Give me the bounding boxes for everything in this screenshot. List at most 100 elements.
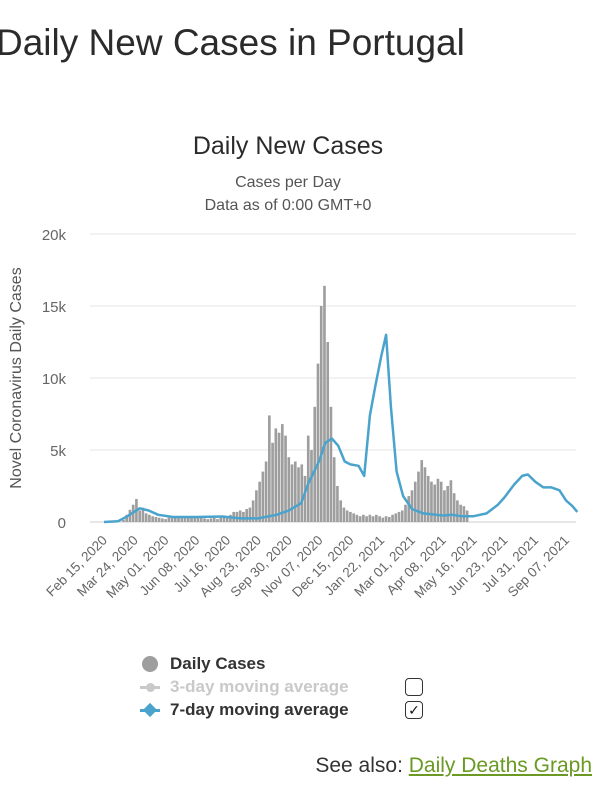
legend-item-3-day-average[interactable]: 3-day moving average [140, 675, 423, 698]
daily-cases-bar [459, 504, 462, 522]
daily-cases-bar [219, 517, 223, 522]
daily-cases-bar [144, 513, 148, 522]
daily-cases-bar [271, 442, 274, 522]
daily-cases-bar [310, 450, 313, 522]
y-tick-labels: 0 5k 10k 15k 20k [42, 227, 67, 532]
see-also-prefix: See also: [315, 754, 409, 777]
line-circle-marker-icon [140, 679, 160, 695]
daily-cases-bar [426, 475, 430, 522]
daily-cases-bar [345, 510, 349, 522]
daily-cases-bar [342, 507, 346, 522]
daily-cases-bar [141, 507, 145, 522]
see-also: See also: Daily Deaths Graph [315, 754, 592, 778]
daily-cases-bar [157, 517, 161, 522]
y-tick-label: 20k [42, 227, 67, 244]
daily-cases-bar [183, 517, 187, 522]
daily-cases-bar [196, 516, 200, 522]
daily-cases-bar [358, 516, 362, 522]
moving-average-7-line[interactable] [103, 333, 579, 524]
daily-cases-bar [154, 516, 158, 522]
daily-cases-bar [212, 517, 216, 522]
daily-cases-bar [190, 516, 193, 522]
daily-cases-bar [407, 496, 411, 522]
daily-cases-bar [242, 511, 245, 522]
daily-cases-bar [225, 516, 229, 522]
3-day-average-checkbox[interactable] [405, 678, 423, 696]
daily-cases-bar [410, 490, 414, 522]
y-tick-label: 10k [42, 371, 67, 388]
legend-item-7-day-average[interactable]: 7-day moving average ✓ [140, 698, 423, 721]
7-day-average-checkbox[interactable]: ✓ [405, 701, 423, 719]
chart-subtitle: Cases per Day [235, 174, 341, 191]
daily-cases-bar [222, 517, 226, 522]
daily-deaths-graph-link[interactable]: Daily Deaths Graph [408, 754, 592, 777]
daily-cases-bar [258, 481, 261, 522]
daily-cases-bar [216, 519, 219, 522]
daily-cases-bar [209, 518, 213, 522]
daily-cases-bar [462, 506, 466, 522]
daily-cases-bar [300, 464, 304, 522]
daily-cases-bar [280, 424, 284, 522]
line-diamond-marker-icon [140, 702, 160, 718]
daily-cases-bar [336, 486, 339, 522]
daily-cases-bar [430, 481, 433, 522]
daily-cases-bar [319, 306, 323, 522]
daily-cases-bar [248, 507, 252, 522]
daily-cases-bar [452, 493, 456, 522]
daily-cases-bar [349, 511, 352, 522]
daily-cases-dot-icon [142, 655, 158, 672]
daily-cases-bar [277, 432, 281, 522]
daily-cases-bar [206, 519, 210, 522]
daily-cases-bar [387, 516, 391, 522]
daily-cases-bar [433, 484, 437, 522]
daily-cases-chart: Daily New Cases Cases per Day Data as of… [8, 132, 579, 601]
legend-label: 3-day moving average [170, 676, 349, 696]
daily-cases-bar [423, 467, 427, 522]
daily-cases-bar [148, 514, 151, 522]
daily-cases-bar [245, 509, 248, 522]
daily-cases-bar [436, 478, 440, 522]
daily-cases-bar [287, 457, 291, 522]
daily-cases-bar [400, 510, 404, 522]
daily-cases-bar [303, 475, 307, 522]
daily-cases-bar [456, 500, 459, 522]
daily-cases-bar [138, 510, 141, 522]
daily-cases-bar [151, 516, 154, 522]
daily-cases-bar [290, 464, 294, 522]
daily-cases-bar [443, 490, 446, 522]
daily-cases-bar [297, 467, 300, 522]
legend: Daily Cases 3-day moving average 7-day m… [140, 652, 423, 721]
daily-cases-bar [180, 516, 184, 522]
page-title: Daily New Cases in Portugal [0, 22, 465, 63]
bars[interactable] [118, 285, 469, 522]
chart-subtitle-date: Data as of 0:00 GMT+0 [205, 197, 372, 214]
daily-cases-bar [264, 461, 268, 522]
daily-cases-bar [384, 516, 388, 522]
daily-cases-bar [268, 415, 271, 522]
daily-cases-bar [365, 516, 368, 522]
daily-cases-bar [352, 513, 355, 522]
chart-title: Daily New Cases [193, 132, 383, 160]
daily-cases-bar [174, 516, 177, 522]
daily-cases-bar [446, 486, 449, 522]
daily-cases-bar [413, 481, 417, 522]
daily-cases-bar [238, 510, 242, 522]
daily-cases-bar [449, 480, 453, 522]
daily-cases-bar [284, 435, 287, 522]
daily-cases-bar [371, 516, 375, 522]
y-axis-label: Novel Coronavirus Daily Cases [8, 267, 25, 488]
daily-cases-bar [170, 517, 174, 522]
daily-cases-bar [391, 514, 394, 522]
daily-cases-bar [199, 517, 203, 522]
legend-item-daily-cases[interactable]: Daily Cases [140, 652, 349, 675]
daily-cases-bar [274, 428, 278, 522]
daily-cases-bar [326, 342, 330, 522]
y-tick-label: 0 [58, 515, 66, 532]
daily-cases-bar [293, 461, 297, 522]
daily-cases-bar [368, 514, 372, 522]
y-tick-label: 15k [42, 299, 67, 316]
daily-cases-bar [323, 285, 326, 522]
daily-cases-bar [125, 514, 129, 522]
y-tick-label: 5k [50, 443, 66, 460]
daily-cases-bar [381, 517, 385, 522]
